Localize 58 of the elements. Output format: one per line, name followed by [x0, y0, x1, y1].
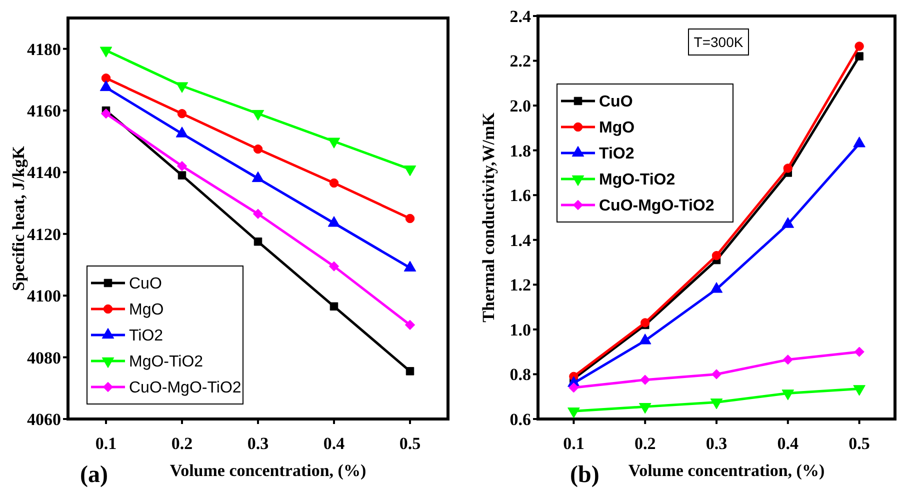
x-axis-title: Volume concentration, (%) [628, 461, 825, 480]
legend-label: CuO-MgO-TiO2 [599, 198, 714, 215]
annotation: T=300K [694, 34, 744, 50]
y-tick-label: 4100 [27, 286, 61, 306]
y-tick-label: 4080 [27, 348, 61, 368]
point [405, 214, 415, 224]
x-tick-label: 0.4 [323, 434, 346, 453]
y-axis-title: Specific heat, J/kgK [9, 145, 28, 291]
point [252, 208, 264, 219]
y-tick-label: 1.8 [510, 141, 531, 160]
x-tick-label: 0.2 [171, 434, 193, 453]
legend-label: MgO [129, 302, 164, 319]
y-tick-label: 4140 [27, 163, 61, 182]
y-tick-label: 0.6 [510, 410, 531, 429]
y-tick-label: 1.2 [510, 276, 531, 295]
point [404, 320, 416, 330]
point [100, 108, 112, 119]
y-tick-label: 2.0 [510, 96, 531, 116]
x-tick-label: 0.3 [247, 434, 269, 453]
legend-label: TiO2 [129, 328, 164, 345]
point [101, 74, 111, 83]
y-axis-title: Thermal conductivity,W/mK [479, 112, 498, 322]
x-tick-label: 0.1 [563, 434, 584, 453]
y-tick-label: 4160 [27, 101, 61, 120]
x-tick-label: 0.5 [399, 434, 421, 453]
y-tick-label: 0.8 [510, 365, 531, 384]
x-tick-label: 0.1 [95, 434, 117, 453]
x-axis-title: Volume concentration, (%) [170, 461, 366, 480]
y-tick-label: 2.4 [510, 6, 532, 26]
text: (a) [80, 462, 108, 488]
y-tick-label: 4120 [27, 224, 61, 244]
point [177, 109, 187, 118]
point [406, 367, 414, 376]
legend-label: CuO-MgO-TiO2 [129, 380, 242, 397]
point [254, 238, 262, 246]
legend-label: MgO-TiO2 [599, 172, 676, 189]
point [329, 178, 339, 188]
y-tick-label: 4180 [27, 40, 61, 59]
point [330, 302, 338, 311]
y-tick-label: 1.4 [510, 230, 532, 250]
x-tick-label: 0.5 [848, 434, 870, 453]
text: (b) [570, 462, 600, 488]
legend-label: MgO [599, 120, 635, 137]
point [328, 261, 340, 272]
x-tick-label: 0.4 [777, 434, 800, 453]
y-tick-label: 2.2 [510, 52, 531, 71]
x-tick-label: 0.3 [706, 434, 728, 453]
legend-label: TiO2 [599, 146, 634, 163]
point [178, 171, 186, 180]
legend-label: CuO [599, 94, 633, 111]
point [253, 144, 263, 154]
y-tick-label: 1.0 [510, 320, 531, 340]
x-tick-label: 0.2 [634, 434, 656, 453]
y-tick-label: 1.6 [510, 186, 531, 206]
point [176, 160, 188, 172]
legend-label: MgO-TiO2 [129, 354, 204, 371]
legend-label: CuO [129, 276, 162, 293]
y-tick-label: 4060 [27, 410, 61, 429]
